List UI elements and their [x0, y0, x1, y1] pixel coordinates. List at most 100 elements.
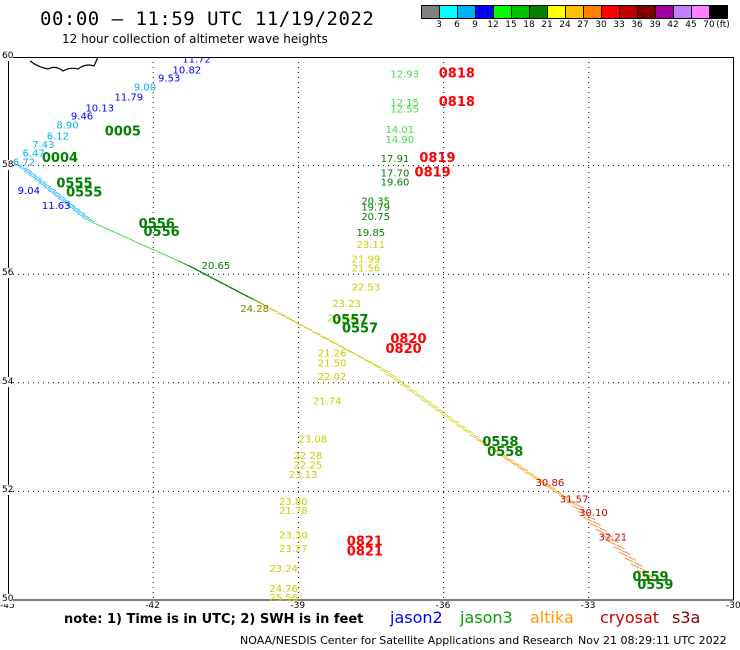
- lat-tick-label: 60: [2, 51, 14, 61]
- scale-label: (ft): [716, 20, 730, 30]
- swh-label: 31.57: [560, 494, 589, 505]
- pass-time-label: 0556: [139, 217, 175, 232]
- swh-label: 23.23: [332, 299, 361, 310]
- lon-tick-label: -39: [290, 601, 306, 611]
- swh-label: 9.00: [134, 83, 156, 94]
- swh-label: 24.76: [269, 584, 298, 595]
- scale-label: 21: [541, 20, 553, 30]
- scale-label: 39: [649, 20, 661, 30]
- swh-label: 12.15: [390, 98, 419, 109]
- lat-tick-label: 54: [2, 376, 14, 387]
- swh-label: 20.35: [361, 197, 390, 208]
- swh-label: 11.79: [114, 92, 143, 103]
- scale-swatch: [529, 5, 548, 19]
- swh-label: 6.47: [23, 148, 45, 159]
- scale-label: 70: [703, 20, 715, 30]
- swh-label: 30.10: [579, 508, 608, 519]
- pass-time-label: 0819: [415, 165, 451, 180]
- scale-swatch: [547, 5, 566, 19]
- swh-label: 12.55: [390, 104, 419, 115]
- scale-swatch: [583, 5, 602, 19]
- swh-label: 30.86: [536, 478, 565, 489]
- swh-label: 21.26: [318, 349, 347, 360]
- scale-swatch: [457, 5, 476, 19]
- scale-label: 33: [613, 20, 625, 30]
- lon-tick-label: -30: [726, 601, 740, 611]
- swh-label: 8.90: [56, 121, 78, 132]
- scale-swatch: [619, 5, 638, 19]
- pass-time-label: 0005: [105, 125, 141, 140]
- swh-label: 23.44: [327, 313, 356, 324]
- pass-time-label: 0558: [487, 445, 523, 460]
- swh-label: 19.60: [381, 178, 410, 189]
- scale-label: 9: [472, 20, 478, 30]
- swh-label: 22.28: [294, 451, 323, 462]
- swh-label: 23.08: [298, 435, 327, 446]
- page-subtitle: 12 hour collection of altimeter wave hei…: [62, 32, 328, 46]
- pass-time-label: 0556: [144, 225, 180, 240]
- swh-label: 21.56: [352, 263, 381, 274]
- pass-time-label: 0559: [637, 578, 673, 593]
- scale-swatch: [511, 5, 530, 19]
- swh-label: 6.72: [13, 158, 35, 169]
- swh-label: 23.80: [279, 497, 308, 508]
- scale-swatch: [691, 5, 710, 19]
- swh-label: 32.21: [598, 532, 627, 543]
- swh-label: 20.75: [361, 212, 390, 223]
- legend-altika: altika: [530, 608, 574, 627]
- swh-label: 9.46: [71, 111, 93, 122]
- scale-swatch: [565, 5, 584, 19]
- legend-cryosat: cryosat: [600, 608, 660, 627]
- scale-swatch: [439, 5, 458, 19]
- swh-label: 11.63: [42, 201, 71, 212]
- wave-height-color-scale: [421, 5, 728, 19]
- swh-label: 23.30: [279, 531, 308, 542]
- map-plot: ————————————————————————————————————————…: [8, 57, 734, 602]
- scale-swatch: [655, 5, 674, 19]
- swh-label: 21.74: [313, 397, 342, 408]
- greenland-coastline: [29, 57, 99, 72]
- color-scale-labels: 3 6 9 12 15 18 21 24 27 30 33 36 39 42 45 70 (ft): [421, 20, 740, 32]
- pass-time-label: 0555: [56, 176, 92, 191]
- scale-swatch: [673, 5, 692, 19]
- legend-jason3: jason3: [460, 608, 513, 627]
- scale-label: 3: [436, 20, 442, 30]
- swh-label: 9.04: [18, 186, 40, 197]
- swh-label: 22.02: [318, 372, 347, 383]
- scale-label: 24: [559, 20, 571, 30]
- swh-label: 21.78: [279, 506, 308, 517]
- lon-tick-label: -36: [435, 601, 451, 611]
- legend-s3a: s3a: [672, 608, 701, 627]
- swh-label: 23.27: [279, 544, 308, 555]
- scale-label: 27: [577, 20, 589, 30]
- pass-time-label: 0819: [419, 151, 455, 166]
- lon-tick-label: -45: [0, 601, 15, 611]
- swh-label: 23.13: [289, 470, 318, 481]
- pass-time-label: 0004: [42, 151, 78, 166]
- units-note: note: 1) Time is in UTC; 2) SWH is in fe…: [64, 612, 364, 627]
- scale-swatch: [475, 5, 494, 19]
- swh-label: 21.50: [318, 359, 347, 370]
- swh-label: 25.56: [269, 593, 298, 602]
- scale-swatch: [601, 5, 620, 19]
- legend-jason2: jason2: [390, 608, 443, 627]
- credit-line: NOAA/NESDIS Center for Satellite Applica…: [240, 634, 574, 647]
- swh-label: 22.53: [352, 282, 381, 293]
- swh-label: 17.91: [381, 154, 410, 165]
- pass-time-label: 0557: [342, 321, 378, 336]
- swh-label: 23.11: [356, 240, 385, 251]
- pass-time-label: 0818: [439, 67, 475, 82]
- scale-label: 36: [631, 20, 643, 30]
- lon-tick-label: -33: [580, 601, 596, 611]
- scale-label: 45: [685, 20, 697, 30]
- swh-label: 21.99: [352, 254, 381, 265]
- swh-label: 14.01: [386, 125, 415, 136]
- swh-label: 10.82: [173, 65, 202, 76]
- pass-time-label: 0555: [66, 186, 102, 201]
- lon-tick-label: -42: [145, 601, 160, 611]
- credit-date: Nov 21 08:29:11 UTC 2022: [578, 634, 727, 647]
- lat-tick-label: 50: [2, 594, 14, 604]
- swh-label: 10.13: [85, 103, 114, 114]
- swh-label: 17.70: [381, 168, 410, 179]
- scale-swatch: [493, 5, 512, 19]
